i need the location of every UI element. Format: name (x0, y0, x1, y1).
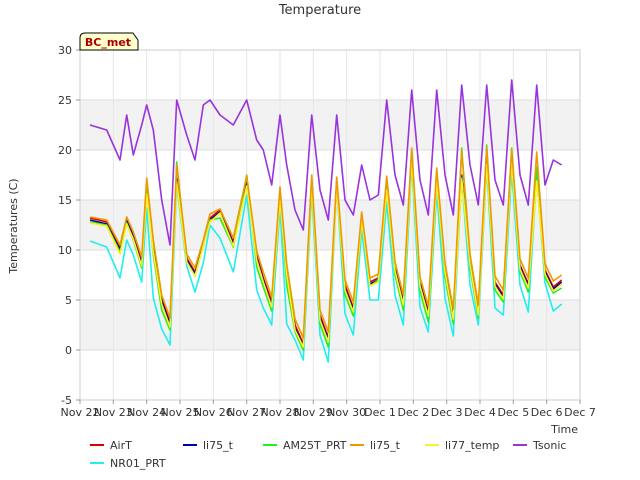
legend-swatch-li75-t-blue (183, 444, 197, 446)
legend-swatch-airt (90, 444, 104, 446)
x-tick-label: Dec 4 (464, 406, 496, 419)
legend-row-2: NR01_PRT (90, 454, 610, 472)
legend-item-tsonic: Tsonic (513, 439, 593, 452)
y-axis-ticks: -5 0 5 10 15 20 25 30 (58, 44, 80, 407)
x-tick-label: Nov 23 (94, 406, 133, 419)
x-tick-label: Nov 29 (294, 406, 333, 419)
y-tick-label: 15 (58, 194, 72, 207)
x-tick-label: Nov 28 (261, 406, 300, 419)
x-tick-label: Dec 2 (397, 406, 429, 419)
background-band (80, 100, 580, 150)
y-tick-label: 0 (65, 344, 72, 357)
y-tick-label: -5 (61, 394, 72, 407)
y-tick-label: 20 (58, 144, 72, 157)
x-tick-label: Nov 24 (127, 406, 166, 419)
x-tick-label: Dec 3 (431, 406, 463, 419)
site-badge: BC_met (79, 32, 139, 51)
legend-label-li75-t-orange: li75_t (370, 438, 400, 452)
y-axis-label: Temperatures (C) (7, 178, 20, 274)
y-tick-label: 30 (58, 44, 72, 57)
legend-label-nr01-prt: NR01_PRT (110, 456, 166, 470)
x-tick-label: Nov 30 (327, 406, 366, 419)
y-tick-label: 10 (58, 244, 72, 257)
series-line-tsonic-6 (89, 79, 563, 246)
x-tick-label: Dec 1 (364, 406, 396, 419)
legend-swatch-nr01-prt (90, 462, 104, 464)
legend-item-li77-temp: li77_temp (425, 439, 513, 452)
y-tick-label: 25 (58, 94, 72, 107)
legend-item-nr01-prt: NR01_PRT (90, 457, 183, 470)
legend-label-airt: AirT (110, 438, 132, 452)
x-axis-label: Time (550, 423, 578, 436)
legend-label-li75-t-blue: li75_t (203, 438, 233, 452)
legend-label-tsonic: Tsonic (533, 438, 567, 452)
legend-item-am25t-prt: AM25T_PRT (263, 439, 350, 452)
chart-title: Temperature (278, 3, 361, 18)
x-tick-label: Dec 7 (564, 406, 596, 419)
legend-swatch-tsonic (513, 444, 527, 446)
background-bands (80, 50, 580, 400)
series-line-li75-t-4 (89, 146, 563, 339)
legend-swatch-li75-t-orange (350, 444, 364, 446)
series-layer (89, 79, 563, 363)
legend: AirT li75_t AM25T_PRT li75_t li77_temp T… (90, 436, 610, 472)
y-tick-label: 5 (65, 294, 72, 307)
x-tick-label: Nov 27 (227, 406, 266, 419)
legend-swatch-am25t-prt (263, 444, 277, 446)
x-tick-label: Dec 5 (497, 406, 529, 419)
site-badge-label: BC_met (85, 36, 131, 49)
legend-label-li77-temp: li77_temp (445, 438, 500, 452)
legend-item-airt: AirT (90, 439, 183, 452)
x-tick-label: Dec 6 (531, 406, 563, 419)
background-band (80, 50, 580, 100)
legend-item-li75-t-blue: li75_t (183, 439, 263, 452)
legend-label-am25t-prt: AM25T_PRT (283, 438, 347, 452)
x-tick-label: Nov 25 (161, 406, 200, 419)
x-tick-label: Nov 22 (61, 406, 100, 419)
legend-swatch-li77-temp (425, 444, 439, 446)
legend-row-1: AirT li75_t AM25T_PRT li75_t li77_temp T… (90, 436, 610, 454)
legend-item-li75-t-orange: li75_t (350, 439, 425, 452)
x-tick-label: Nov 26 (194, 406, 233, 419)
background-band (80, 350, 580, 400)
plot-frame (79, 49, 581, 401)
